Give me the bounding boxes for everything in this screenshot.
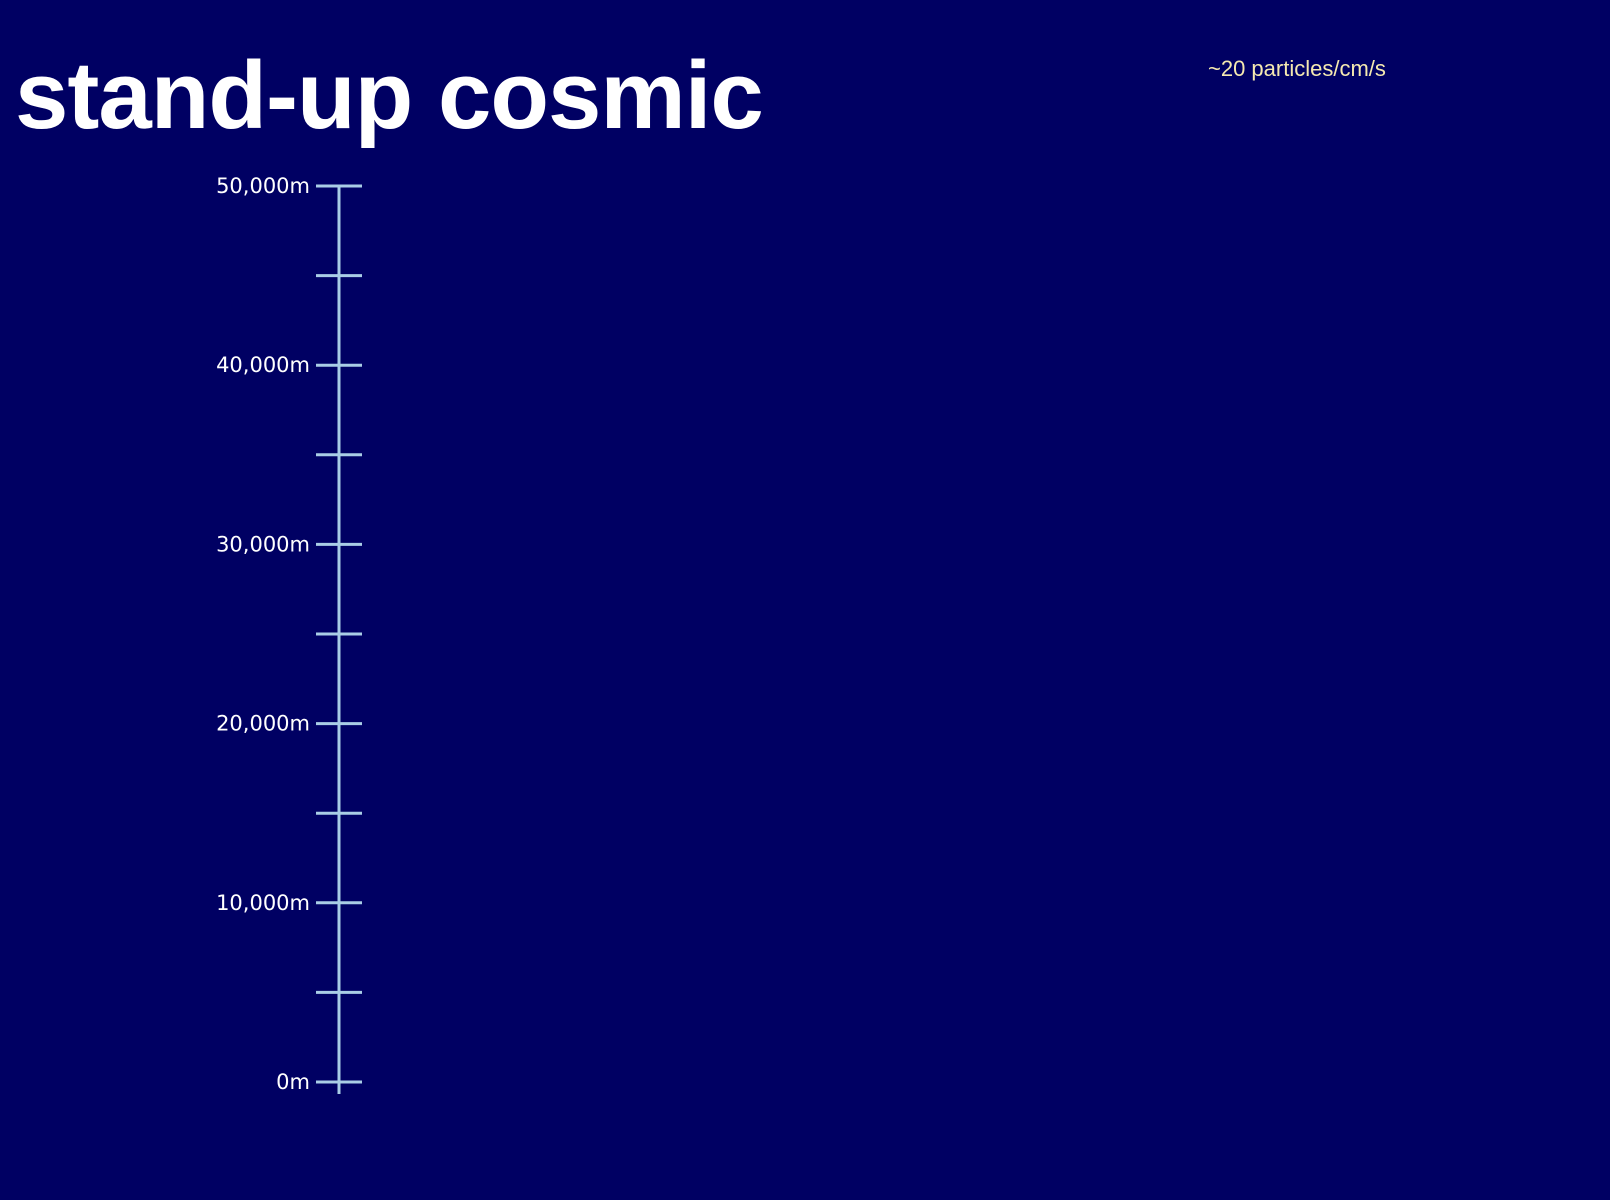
- slide-title: stand-up cosmic: [15, 42, 764, 149]
- altitude-tick-label: 40,000m: [216, 353, 310, 377]
- altitude-tick-label: 10,000m: [216, 891, 310, 915]
- altitude-tick-label: 30,000m: [216, 532, 310, 556]
- altitude-tick-labels: 50,000m 40,000m 30,000m 20,000m 10,000m 0m: [216, 174, 310, 1094]
- altitude-tick-label: 50,000m: [216, 174, 310, 198]
- altitude-tick-label: 0m: [276, 1070, 310, 1094]
- altitude-ticks: [316, 184, 362, 1084]
- particle-rate-label: ~20 particles/cm/s: [1208, 56, 1386, 81]
- altitude-tick-label: 20,000m: [216, 712, 310, 736]
